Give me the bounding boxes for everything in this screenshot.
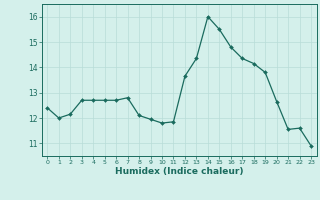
X-axis label: Humidex (Indice chaleur): Humidex (Indice chaleur) <box>115 167 244 176</box>
